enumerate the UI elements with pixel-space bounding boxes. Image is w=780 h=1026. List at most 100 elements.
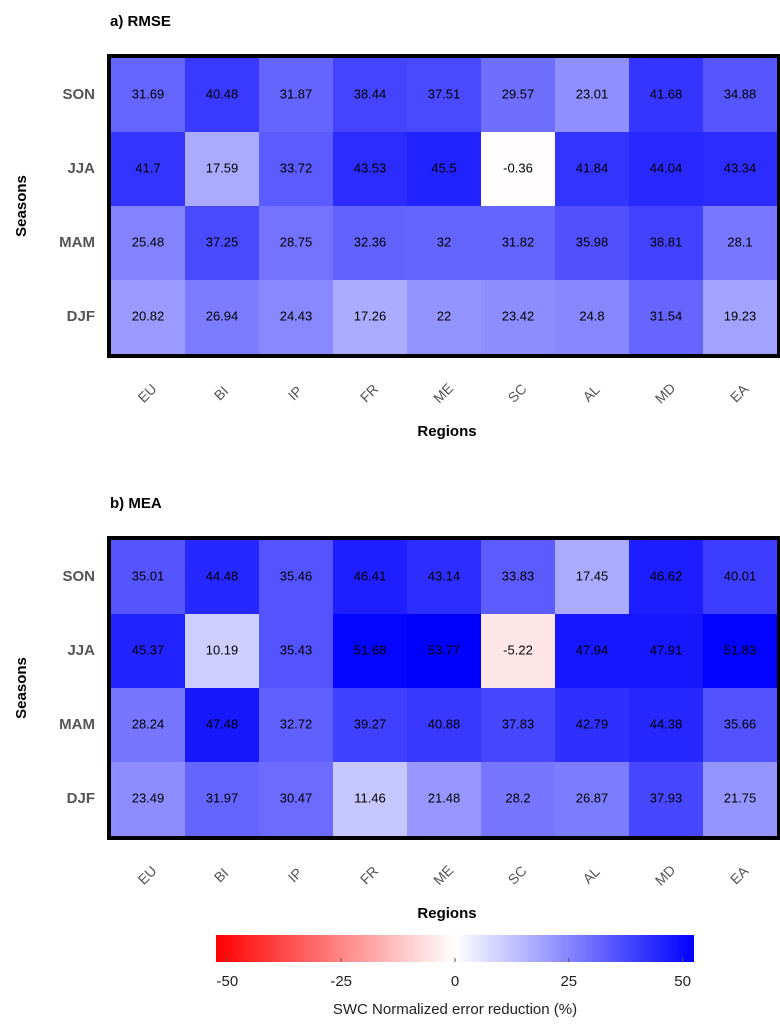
x-tick-label: IP — [285, 865, 306, 886]
x-axis-label: Regions — [417, 423, 476, 440]
cell-label: 33.72 — [280, 160, 313, 175]
x-tick-label: EA — [727, 380, 752, 405]
panel-title: b) MEA — [110, 495, 162, 512]
cell-label: 30.47 — [280, 790, 313, 805]
heat-cell — [185, 540, 259, 614]
heat-cell — [259, 206, 333, 280]
cell-label: 21.75 — [724, 790, 757, 805]
x-tick-label: BI — [211, 865, 232, 886]
colorbar-tick-label: 50 — [674, 973, 691, 990]
cell-label: 44.38 — [650, 716, 683, 731]
cell-label: 41.68 — [650, 86, 683, 101]
cell-label: 11.46 — [354, 790, 386, 805]
heat-cell — [111, 58, 185, 132]
colorbar-label: SWC Normalized error reduction (%) — [333, 1001, 577, 1018]
colorbar — [216, 935, 694, 962]
cell-label: 28.2 — [505, 790, 530, 805]
cell-label: 47.94 — [576, 642, 609, 657]
x-tick-label: EU — [135, 381, 160, 406]
cell-label: 32.36 — [354, 234, 387, 249]
heat-cell — [703, 206, 777, 280]
y-tick-label: DJF — [67, 308, 95, 325]
cell-label: 31.54 — [650, 308, 683, 323]
panel-title: a) RMSE — [110, 13, 171, 30]
y-tick-label: SON — [62, 568, 95, 585]
cell-label: 53.77 — [428, 642, 461, 657]
y-axis-label: Seasons — [13, 175, 30, 237]
cell-label: 21.48 — [428, 790, 461, 805]
heat-cell — [111, 688, 185, 762]
cell-label: 17.26 — [354, 308, 387, 323]
heat-cell — [111, 762, 185, 836]
heat-cell — [481, 688, 555, 762]
cell-label: 26.94 — [206, 308, 239, 323]
cell-label: 29.57 — [502, 86, 535, 101]
cell-label: 23.49 — [132, 790, 165, 805]
x-tick-label: SC — [505, 381, 530, 406]
heat-cell — [407, 614, 481, 688]
heat-cell — [703, 280, 777, 354]
heat-cell — [481, 280, 555, 354]
colorbar-tick-label: 0 — [451, 973, 459, 990]
x-tick-label: ME — [430, 380, 456, 406]
heat-cell — [333, 688, 407, 762]
heat-cell — [407, 280, 481, 354]
heat-cell — [629, 206, 703, 280]
cell-label: 42.79 — [576, 716, 609, 731]
heat-cell — [481, 58, 555, 132]
x-tick-label: BI — [211, 383, 232, 404]
x-tick-label: MD — [652, 380, 679, 407]
cell-label: 43.14 — [428, 568, 461, 583]
cell-label: 23.01 — [576, 86, 609, 101]
heat-cell — [703, 762, 777, 836]
cell-label: 24.8 — [579, 308, 604, 323]
cell-label: 46.41 — [354, 568, 387, 583]
y-tick-label: JJA — [67, 160, 95, 177]
x-tick-label: ME — [430, 862, 456, 888]
y-tick-label: MAM — [59, 716, 95, 733]
heat-cell — [259, 132, 333, 206]
x-axis-label: Regions — [417, 905, 476, 922]
cell-label: -5.22 — [503, 642, 533, 657]
cell-label: 37.25 — [206, 234, 239, 249]
cell-label: 38.81 — [650, 234, 683, 249]
heat-cell — [481, 614, 555, 688]
cell-label: 35.01 — [132, 568, 165, 583]
x-tick-label: AL — [579, 863, 603, 887]
heat-cell — [703, 540, 777, 614]
cell-label: 31.97 — [206, 790, 239, 805]
heat-cell — [111, 614, 185, 688]
cell-label: 19.23 — [724, 308, 757, 323]
heat-cell — [629, 280, 703, 354]
x-tick-label: MD — [652, 862, 679, 889]
heat-cell — [333, 132, 407, 206]
heat-cell — [259, 58, 333, 132]
cell-label: 31.82 — [502, 234, 535, 249]
cell-label: 35.43 — [280, 642, 313, 657]
y-tick-label: JJA — [67, 642, 95, 659]
x-tick-label: IP — [285, 383, 306, 404]
y-tick-label: SON — [62, 86, 95, 103]
cell-label: 40.48 — [206, 86, 239, 101]
cell-label: -0.36 — [503, 160, 533, 175]
heat-cell — [259, 540, 333, 614]
heat-cell — [407, 540, 481, 614]
x-tick-label: EU — [135, 863, 160, 888]
plot-frame — [107, 536, 780, 840]
colorbar-tick-label: 25 — [560, 973, 577, 990]
cell-label: 43.34 — [724, 160, 757, 175]
cell-label: 46.62 — [650, 568, 683, 583]
heat-cell — [703, 688, 777, 762]
heat-cell — [111, 280, 185, 354]
cell-label: 32 — [437, 234, 451, 249]
cell-label: 51.83 — [724, 642, 757, 657]
cell-label: 47.91 — [650, 642, 683, 657]
heat-cell — [111, 206, 185, 280]
cell-label: 44.48 — [206, 568, 239, 583]
heat-cell — [185, 762, 259, 836]
heat-cell — [185, 688, 259, 762]
heat-cell — [555, 762, 629, 836]
cell-label: 25.48 — [132, 234, 165, 249]
heat-cell — [333, 280, 407, 354]
heat-cell — [111, 132, 185, 206]
